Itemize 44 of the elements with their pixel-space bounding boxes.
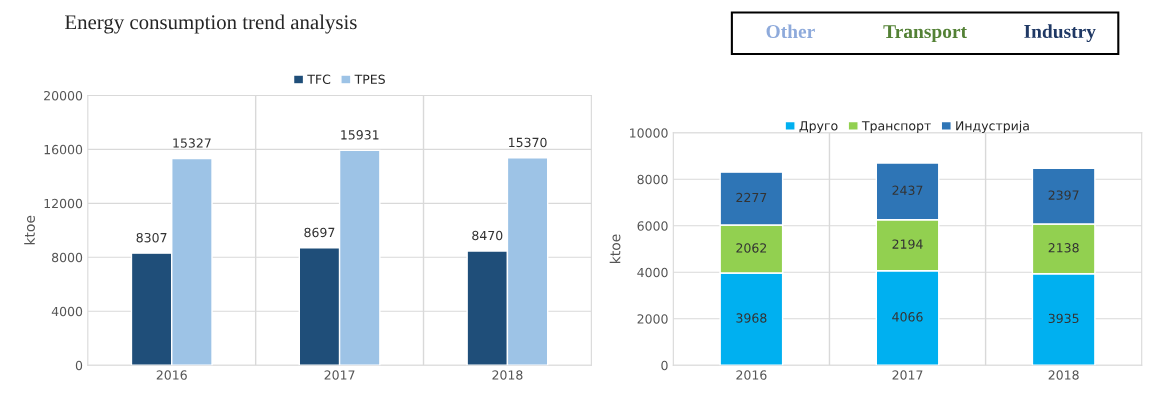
data-label: 8470 [472,230,503,241]
text: Other [766,24,815,39]
x-tick-label: 2018 [1048,370,1079,380]
y-tick-label: 12000 [44,198,83,209]
data-label: 8307 [136,232,167,243]
y-tick-label: 20000 [44,90,83,101]
data-label: 2437 [892,185,923,196]
legend-label: Транспорт [861,121,931,133]
y-tick-label: 8000 [637,174,668,185]
legend-label: TPES [354,74,385,85]
y-tick-label: 2000 [637,314,668,324]
x-tick-label: 2016 [736,370,767,380]
data-label: 15931 [341,130,379,140]
x-tick-label: 2018 [492,370,523,380]
data-label: 15370 [509,137,547,148]
y-tick-label: 4000 [51,306,83,317]
data-label: 4066 [892,312,923,322]
y-tick-label: 16000 [44,144,83,155]
text: Industry [1024,24,1096,43]
data-label: 2062 [736,243,767,253]
y-tick-label: 0 [661,360,668,371]
y-tick-label: 4000 [637,267,668,278]
y-tick-label: 0 [75,360,83,371]
data-label: 2277 [736,192,767,203]
legend-label: TFC [307,74,331,85]
data-label: 3968 [736,313,767,323]
y-tick-label: 10000 [630,128,668,138]
x-tick-label: 2016 [156,370,187,380]
y-tick-label: 6000 [637,221,668,231]
x-tick-label: 2017 [324,370,355,380]
y-axis-title: ktoe [24,215,35,245]
x-tick-label: 2017 [892,370,923,380]
y-axis-title: ktoe [609,234,621,264]
text: Transport [883,25,967,43]
data-label: 2397 [1048,190,1079,200]
data-label: 15327 [173,138,211,148]
legend-label: Друго [799,121,838,133]
legend-label: Индустрија [956,120,1029,133]
y-tick-label: 8000 [52,252,83,263]
data-label: 3935 [1048,313,1079,324]
data-label: 2194 [892,239,923,249]
data-label: 2138 [1048,243,1079,253]
chart-title: Energy consumption trend analysis [65,14,357,34]
data-label: 8697 [304,227,335,238]
